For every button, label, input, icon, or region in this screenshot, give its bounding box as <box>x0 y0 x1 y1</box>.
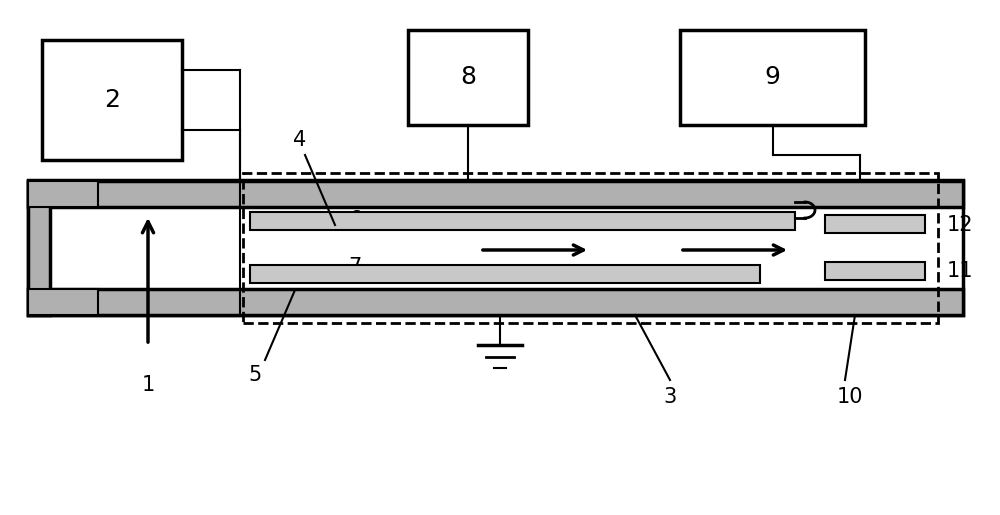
Text: 1: 1 <box>141 375 155 395</box>
Text: 8: 8 <box>460 65 476 90</box>
Bar <box>408 30 528 125</box>
Text: 6: 6 <box>348 210 362 230</box>
Text: 9: 9 <box>765 65 780 90</box>
Bar <box>28 181 98 207</box>
Bar <box>250 212 795 230</box>
Text: 12: 12 <box>947 215 973 235</box>
Bar <box>243 173 938 323</box>
Bar <box>825 262 925 280</box>
Text: 5: 5 <box>248 365 262 385</box>
Text: 3: 3 <box>663 387 677 407</box>
Text: 4: 4 <box>293 130 307 150</box>
Text: 10: 10 <box>837 387 863 407</box>
Text: 2: 2 <box>104 88 120 112</box>
Bar <box>250 265 760 283</box>
Bar <box>28 289 98 315</box>
Bar <box>825 215 925 233</box>
Bar <box>28 181 50 315</box>
Text: 7: 7 <box>348 257 362 277</box>
Bar <box>28 181 963 207</box>
Bar <box>42 40 182 160</box>
Bar <box>680 30 865 125</box>
Bar <box>28 180 963 315</box>
Bar <box>28 289 963 315</box>
Text: 11: 11 <box>947 261 973 281</box>
